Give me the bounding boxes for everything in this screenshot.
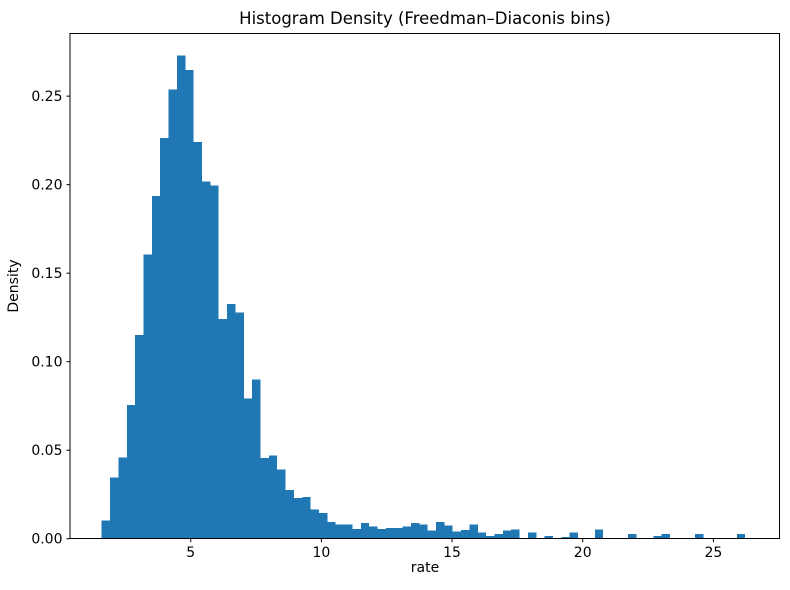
histogram-bar [419, 524, 428, 539]
histogram-bar [544, 536, 554, 539]
histogram-bar [218, 319, 228, 539]
histogram-bar [352, 528, 361, 539]
y-tick-label: 0.25 [31, 89, 62, 105]
histogram-bar [653, 536, 662, 539]
histogram-bar [494, 534, 503, 539]
histogram-bar [319, 513, 328, 539]
histogram-bar [436, 521, 445, 539]
histogram-bar [135, 335, 144, 539]
histogram-bar [394, 528, 403, 539]
chart-title: Histogram Density (Freedman–Diaconis bin… [239, 9, 611, 28]
histogram-bar [293, 497, 303, 539]
histogram-bar [736, 534, 746, 539]
histogram-bar [277, 469, 286, 539]
histogram-bar [527, 532, 537, 539]
axes-spines [69, 32, 780, 540]
histogram-bar [444, 525, 453, 539]
histogram-bar [410, 522, 420, 539]
histogram-bar [369, 526, 378, 539]
histogram-bar [427, 530, 437, 539]
histogram-bar [695, 534, 704, 539]
y-tick-label: 0.05 [31, 443, 62, 459]
histogram-bar [327, 521, 336, 539]
x-tick-label: 10 [312, 545, 330, 561]
histogram-bar [143, 254, 152, 539]
histogram-bar [661, 534, 671, 539]
histogram-bar [252, 379, 261, 539]
histogram-bar [302, 497, 311, 539]
histogram-bar [151, 195, 161, 539]
histogram-bar [502, 530, 512, 539]
histogram-bar [569, 532, 579, 539]
histogram-bar [227, 304, 236, 539]
histogram-bar [193, 141, 203, 539]
histogram-bar [335, 524, 345, 539]
y-tick-label: 0.00 [31, 532, 62, 548]
histogram-bar [168, 89, 177, 539]
histogram-bar [235, 312, 244, 539]
histogram-bar [185, 70, 194, 539]
histogram-bar [202, 181, 211, 539]
histogram-bar [210, 185, 219, 539]
histogram-bar [101, 520, 111, 539]
histogram-bar [310, 509, 320, 539]
histogram-bar [402, 526, 411, 539]
histogram-bar [461, 529, 470, 539]
histogram-bar [360, 522, 370, 539]
histogram-bar [126, 405, 136, 539]
histogram-bar [268, 455, 278, 539]
x-tick-label: 5 [186, 545, 195, 561]
histogram-bar [385, 528, 395, 539]
histogram-bar [486, 536, 495, 539]
histogram-bar [477, 532, 487, 539]
histogram-bar [176, 55, 186, 539]
x-tick-label: 20 [574, 545, 592, 561]
x-tick-label: 15 [443, 545, 461, 561]
histogram-bar [344, 524, 353, 539]
histogram-bar [260, 458, 269, 539]
histogram-bar [469, 524, 478, 539]
histogram-bar [160, 137, 169, 539]
histogram-bar [243, 398, 253, 539]
y-tick-label: 0.10 [31, 355, 62, 371]
histogram-bar [285, 490, 294, 539]
histogram-bar [511, 529, 520, 539]
histogram-bar [628, 534, 637, 539]
y-tick-label: 0.20 [31, 178, 62, 194]
histogram-bar [118, 457, 127, 539]
histogram-bar [561, 536, 570, 539]
x-axis-label: rate [410, 560, 440, 576]
histogram-bar [110, 477, 119, 539]
histogram-bar [452, 531, 462, 539]
histogram-bar [594, 529, 604, 539]
x-tick-label: 25 [704, 545, 722, 561]
histogram-bar [377, 528, 386, 539]
y-tick-label: 0.15 [31, 266, 62, 282]
